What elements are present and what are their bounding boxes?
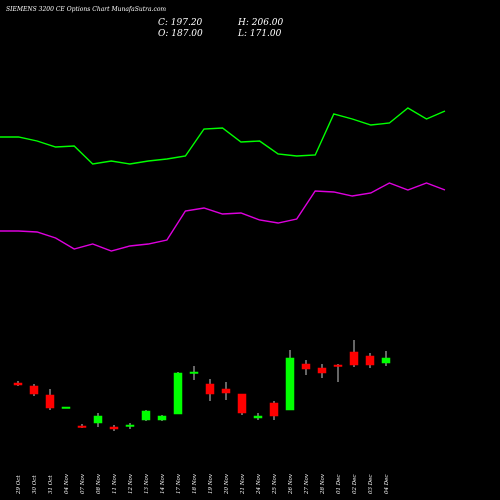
candle-up xyxy=(157,415,167,421)
candle-down xyxy=(77,425,87,428)
candle-down xyxy=(45,394,55,409)
candle-up xyxy=(381,357,391,364)
high-value: H: 206.00 xyxy=(238,18,284,28)
candle-down xyxy=(333,364,343,367)
candle-down xyxy=(269,402,279,417)
date-label: 13 Nov xyxy=(144,473,150,494)
date-label: 07 Nov xyxy=(80,473,86,494)
date-label: 28 Nov xyxy=(320,473,326,495)
date-label: 30 Oct xyxy=(32,475,38,494)
date-label: 02 Dec xyxy=(352,475,358,495)
candle-up xyxy=(141,410,151,421)
date-label: 14 Nov xyxy=(160,473,166,494)
candle-up xyxy=(285,357,295,411)
date-label: 18 Nov xyxy=(192,473,198,494)
open-value: O: 187.00 xyxy=(158,29,203,39)
candle-down xyxy=(29,385,39,395)
date-label: 31 Oct xyxy=(48,475,54,494)
candle-up xyxy=(93,415,103,424)
date-label: 29 Oct xyxy=(16,475,22,495)
overlay-line-1 xyxy=(0,182,446,252)
date-label: 04 Dec xyxy=(384,475,390,495)
candle-up xyxy=(189,371,199,374)
candle-down xyxy=(301,363,311,370)
date-label: 04 Nov xyxy=(64,473,70,494)
close-value: C: 197.20 xyxy=(158,18,203,28)
date-label: 24 Nov xyxy=(256,473,262,495)
low-value: L: 171.00 xyxy=(238,29,282,39)
date-label: 17 Nov xyxy=(176,473,182,494)
chart-title: SIEMENS 3200 CE Options Chart MunafaSutr… xyxy=(6,6,167,13)
candle-down xyxy=(349,351,359,366)
candle-down xyxy=(221,388,231,394)
date-label: 21 Nov xyxy=(240,473,246,495)
date-label: 20 Nov xyxy=(224,473,230,495)
date-label: 27 Nov xyxy=(304,473,310,495)
date-label: 25 Nov xyxy=(272,473,278,495)
overlay-line-0 xyxy=(0,107,446,165)
date-label: 11 Nov xyxy=(112,473,118,494)
candle-down xyxy=(13,382,23,386)
candle-down xyxy=(317,367,327,374)
date-label: 01 Dec xyxy=(336,475,342,495)
candle-up xyxy=(125,424,135,427)
candle-up xyxy=(253,415,263,419)
candle-down xyxy=(205,383,215,395)
date-label: 26 Nov xyxy=(288,473,294,495)
candle-down xyxy=(365,355,375,366)
date-label: 03 Dec xyxy=(368,475,374,495)
date-label: 12 Nov xyxy=(128,473,134,494)
candle-up xyxy=(61,406,71,409)
date-label: 08 Nov xyxy=(96,473,102,494)
date-label: 19 Nov xyxy=(208,473,214,494)
candle-down xyxy=(237,393,247,414)
candle-down xyxy=(109,426,119,430)
candle-up xyxy=(173,372,183,415)
